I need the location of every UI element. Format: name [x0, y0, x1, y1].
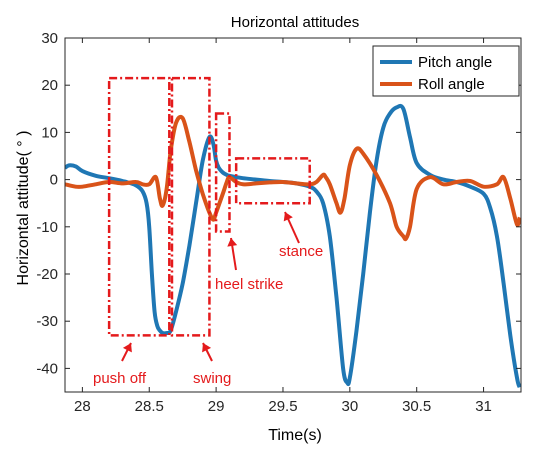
axes-frame [64, 37, 522, 393]
heel-strike-arrow [227, 237, 238, 271]
y-tick-label: -30 [36, 313, 58, 330]
y-tick-label: -40 [36, 360, 58, 377]
annotation-layer: push off swing heel strike stance [93, 76, 323, 387]
series-line-pitch-angle [65, 103, 521, 389]
legend-label-pitch-angle: Pitch angle [418, 54, 492, 71]
series-line-roll-angle [65, 114, 521, 242]
y-tick-label: -10 [36, 219, 58, 236]
y-axis-ticks: 30 20 10 0 -10 -20 -30 -40 [36, 30, 521, 377]
y-tick-label: 30 [41, 30, 58, 47]
y-tick-label: 20 [41, 77, 58, 94]
x-tick-label: 29.5 [268, 398, 297, 415]
stance-arrow [283, 211, 300, 244]
x-tick-label: 28 [74, 398, 91, 415]
y-tick-label: 10 [41, 124, 58, 141]
stance-box [234, 157, 311, 205]
y-tick-label: -20 [36, 266, 58, 283]
x-tick-label: 31 [475, 398, 492, 415]
axes-background [65, 38, 521, 392]
push-off-box [107, 76, 171, 337]
x-tick-label: 28.5 [135, 398, 164, 415]
x-tick-label: 29 [208, 398, 225, 415]
series-layer [65, 103, 521, 389]
legend: Pitch angle Roll angle [372, 45, 520, 97]
swing-arrow [202, 342, 213, 362]
x-axis-label: Time(s) [268, 427, 322, 444]
x-axis-ticks: 28 28.5 29 29.5 30 30.5 31 [74, 38, 492, 415]
annotation-stance: stance [279, 243, 323, 260]
annotation-heel-strike: heel strike [215, 276, 283, 293]
swing-box [170, 76, 211, 337]
legend-label-roll-angle: Roll angle [418, 76, 485, 93]
legend-box [372, 45, 520, 97]
chart-title: Horizontal attitudes [231, 14, 359, 31]
x-tick-label: 30 [341, 398, 358, 415]
annotation-swing: swing [193, 370, 231, 387]
heel-strike-box [214, 112, 231, 233]
y-tick-label: 0 [50, 172, 58, 189]
push-off-arrow [121, 342, 132, 362]
y-axis-label: Horizontal attitude( ° ) [15, 131, 32, 286]
x-tick-label: 30.5 [402, 398, 431, 415]
annotation-push-off: push off [93, 370, 147, 387]
